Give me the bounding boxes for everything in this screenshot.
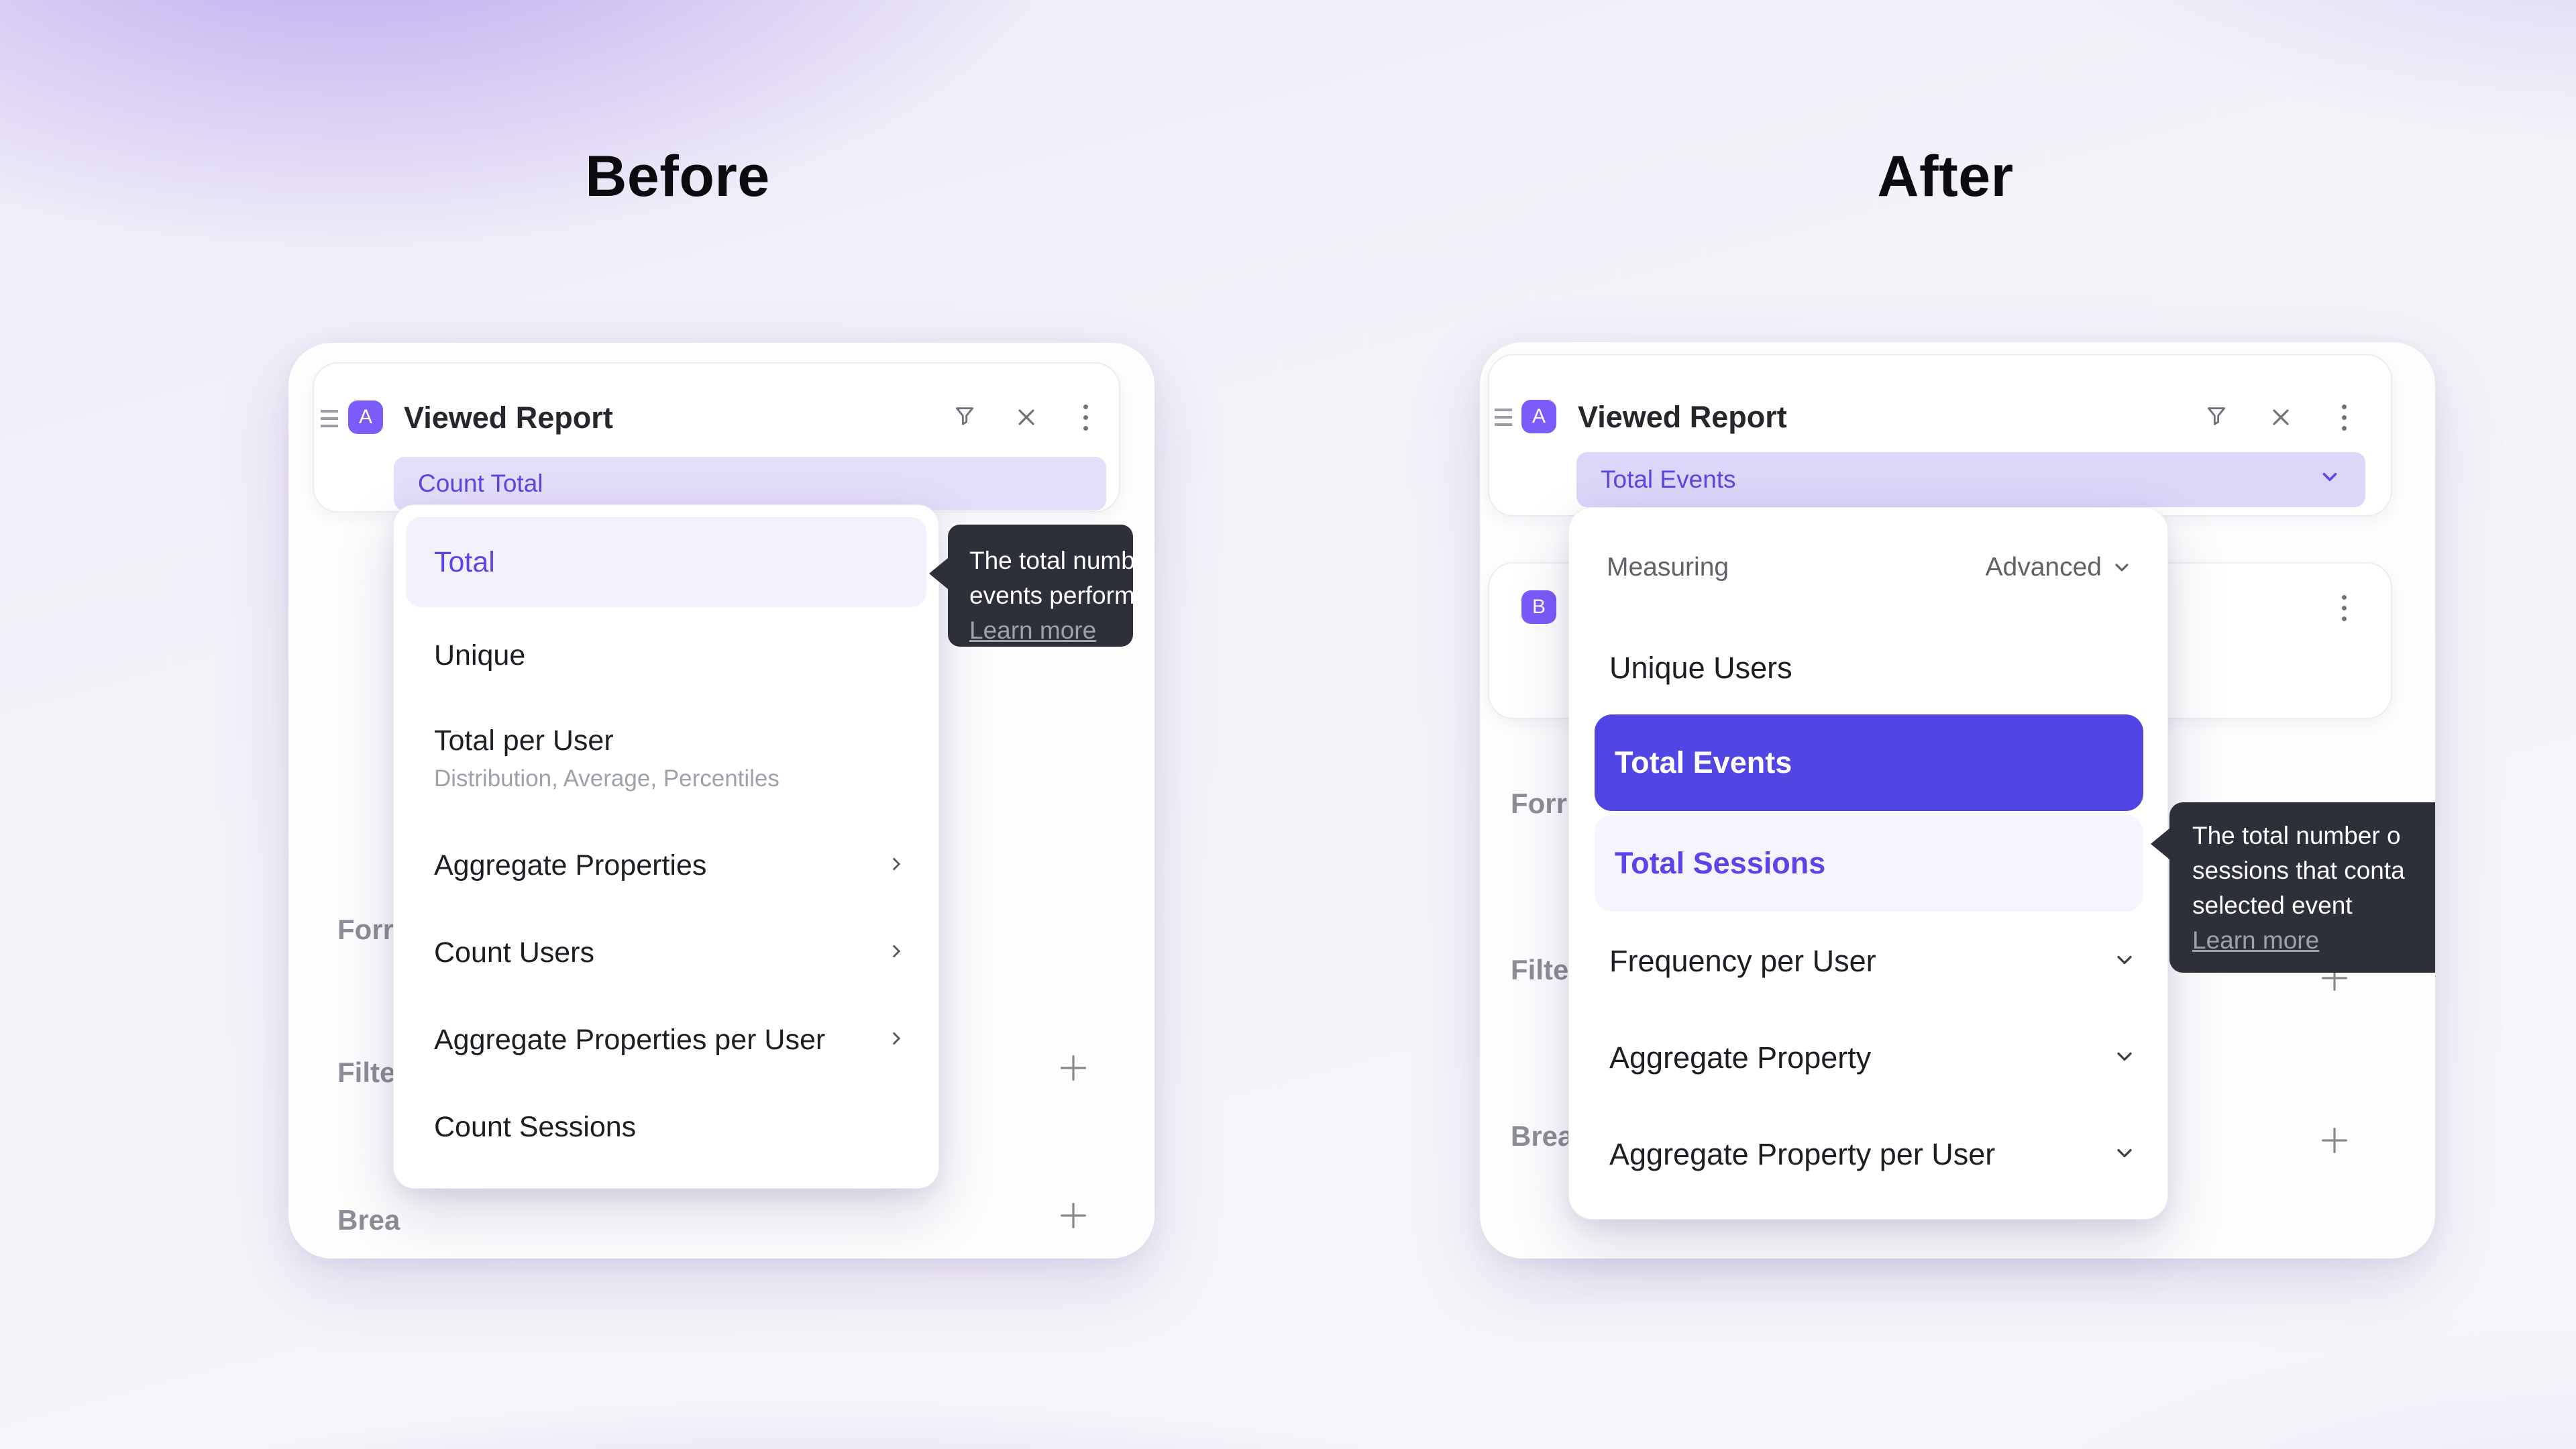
section-label-formula: Forr xyxy=(337,914,394,945)
section-label-formula: Forr xyxy=(1511,788,1567,819)
metric-selector-value: Total Events xyxy=(1601,466,1736,493)
measurement-menu-before: Total Unique Total per User Distribution… xyxy=(393,504,939,1189)
chevron-down-icon xyxy=(2112,1141,2137,1169)
event-module-a: A Viewed Report Count Total xyxy=(313,362,1120,513)
chevron-right-icon xyxy=(885,1027,908,1053)
section-label-breakdown: Brea xyxy=(1511,1120,1574,1152)
chevron-down-icon xyxy=(2318,466,2341,494)
learn-more-link[interactable]: Learn more xyxy=(969,616,1097,644)
drag-handle-icon[interactable] xyxy=(321,405,338,432)
metric-selector[interactable]: Total Events xyxy=(1576,452,2365,507)
measuring-label: Measuring xyxy=(1607,553,1729,582)
metric-selector-value: Count Total xyxy=(418,470,543,497)
after-panel: A Viewed Report Total Events B Forr Filt xyxy=(1480,342,2435,1258)
advanced-mode-toggle[interactable]: Advanced xyxy=(1986,553,2133,582)
more-options-icon[interactable] xyxy=(2329,402,2359,432)
menu-header: Measuring Advanced xyxy=(1607,547,2133,588)
menu-item-unique[interactable]: Unique xyxy=(434,639,526,672)
after-title: After xyxy=(1877,144,2014,209)
event-module-a: A Viewed Report Total Events xyxy=(1488,354,2392,517)
menu-item-total[interactable]: Total xyxy=(406,517,926,607)
total-sessions-tooltip: The total number o sessions that conta s… xyxy=(2169,802,2435,973)
drag-handle-icon[interactable] xyxy=(1495,404,1512,431)
measurement-menu-after: Measuring Advanced Unique Users Total Ev… xyxy=(1568,507,2168,1220)
menu-item-total-per-user-sublabel: Distribution, Average, Percentiles xyxy=(434,765,780,792)
menu-item-aggregate-property[interactable]: Aggregate Property xyxy=(1581,1011,2155,1105)
section-label-breakdown: Brea xyxy=(337,1204,400,1236)
event-name[interactable]: Viewed Report xyxy=(404,400,613,435)
event-letter-badge: A xyxy=(348,400,383,434)
chevron-right-icon xyxy=(885,853,908,879)
before-panel: A Viewed Report Count Total Forr Filte B… xyxy=(288,343,1155,1258)
tooltip-text-line: selected event xyxy=(2192,892,2353,919)
more-options-icon[interactable] xyxy=(1071,402,1100,432)
chevron-right-icon xyxy=(885,940,908,966)
chevron-down-icon xyxy=(2112,1044,2137,1072)
menu-item-total-per-user[interactable]: Total per User xyxy=(434,724,614,757)
menu-item-aggregate-properties-per-user[interactable]: Aggregate Properties per User xyxy=(406,996,926,1083)
close-icon[interactable] xyxy=(2266,402,2296,432)
more-options-icon[interactable] xyxy=(2329,593,2359,623)
menu-item-total-events[interactable]: Total Events xyxy=(1595,714,2143,811)
tooltip-text-line: sessions that conta xyxy=(2192,857,2405,884)
menu-item-count-users[interactable]: Count Users xyxy=(406,909,926,996)
event-name[interactable]: Viewed Report xyxy=(1578,400,1787,434)
before-title: Before xyxy=(585,144,770,209)
chevron-down-icon xyxy=(2115,564,2129,572)
tooltip-text-line: The total number o xyxy=(2192,822,2401,849)
tooltip-text-line: events performed xyxy=(969,582,1133,609)
menu-item-count-sessions[interactable]: Count Sessions xyxy=(434,1110,637,1143)
event-letter-badge: A xyxy=(1521,400,1556,433)
filter-icon[interactable] xyxy=(2202,402,2231,432)
metric-selector[interactable]: Count Total xyxy=(394,457,1106,511)
add-breakdown-button[interactable] xyxy=(2317,1123,2352,1158)
menu-item-total-sessions[interactable]: Total Sessions xyxy=(1595,815,2143,912)
learn-more-link[interactable]: Learn more xyxy=(2192,926,2320,954)
close-icon[interactable] xyxy=(1012,402,1041,432)
menu-item-aggregate-property-per-user[interactable]: Aggregate Property per User xyxy=(1581,1108,2155,1201)
filter-icon[interactable] xyxy=(950,402,979,432)
section-label-filter: Filte xyxy=(1511,954,1569,985)
section-label-filter: Filte xyxy=(337,1057,396,1088)
menu-item-frequency-per-user[interactable]: Frequency per User xyxy=(1581,914,2155,1008)
event-letter-badge: B xyxy=(1521,590,1556,624)
chevron-down-icon xyxy=(2112,948,2137,975)
menu-item-aggregate-properties[interactable]: Aggregate Properties xyxy=(406,822,926,909)
add-filter-button[interactable] xyxy=(1056,1051,1091,1085)
menu-item-unique-users[interactable]: Unique Users xyxy=(1609,651,1792,685)
total-tooltip: The total number events performed Learn … xyxy=(948,525,1133,647)
add-breakdown-button[interactable] xyxy=(1056,1198,1091,1233)
tooltip-text-line: The total number xyxy=(969,547,1133,574)
